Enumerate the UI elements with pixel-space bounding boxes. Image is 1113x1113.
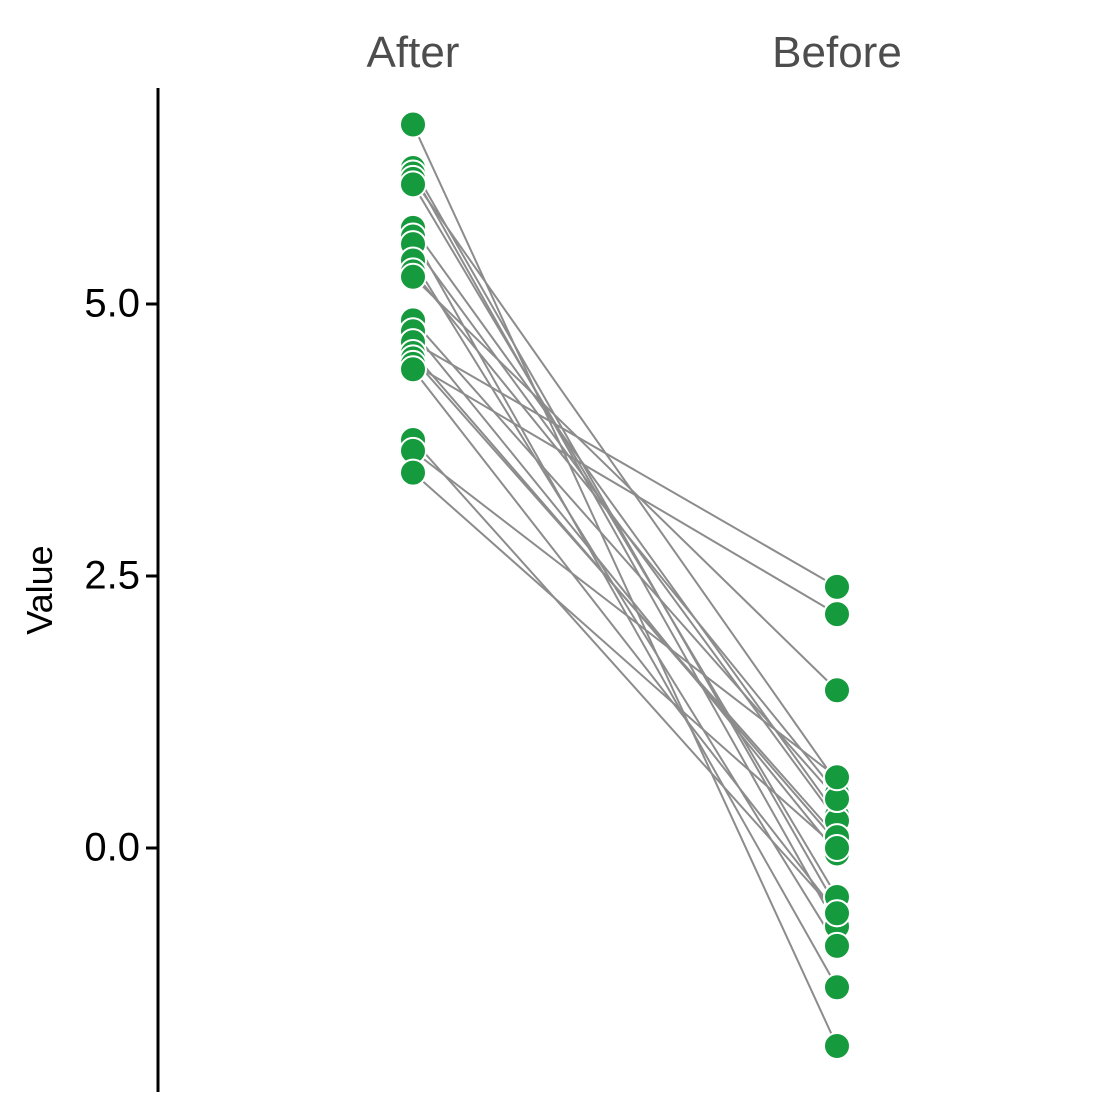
data-point-before — [823, 572, 851, 601]
pair-line — [412, 362, 838, 615]
pair-line — [412, 227, 838, 816]
pair-line — [412, 167, 838, 909]
y-tick-label: 2.5 — [84, 554, 140, 598]
data-point-after — [399, 355, 427, 384]
group-label-before: Before — [772, 28, 902, 77]
data-point-after — [399, 170, 427, 199]
data-point-before — [823, 763, 851, 792]
pair-line — [412, 357, 838, 838]
data-point-after — [399, 262, 427, 291]
pair-line — [412, 259, 838, 947]
data-point-after — [399, 458, 427, 487]
y-tick-label: 0.0 — [84, 826, 140, 870]
data-point-before — [823, 931, 851, 960]
y-tick-label: 5.0 — [84, 282, 140, 326]
data-points — [399, 110, 851, 1061]
y-axis-ticks: 0.0 2.5 5.0 — [84, 282, 158, 870]
data-point-before — [823, 600, 851, 629]
pair-line — [412, 341, 838, 588]
data-point-before — [823, 899, 851, 928]
pair-line — [412, 172, 838, 927]
data-point-before — [823, 676, 851, 705]
pair-lines — [412, 124, 838, 1047]
pair-line — [412, 450, 838, 779]
data-point-after — [399, 110, 427, 139]
data-point-before — [823, 834, 851, 862]
group-label-after: After — [367, 28, 460, 77]
pair-line — [412, 471, 838, 849]
pair-line — [412, 368, 838, 914]
data-point-before — [823, 973, 851, 1002]
pair-line — [412, 236, 838, 988]
pair-line — [412, 330, 838, 855]
pair-line — [412, 276, 838, 691]
pair-line — [412, 124, 838, 1047]
data-point-before — [823, 1032, 851, 1061]
pair-line — [412, 183, 838, 898]
pair-line — [412, 319, 838, 800]
pair-line — [412, 439, 838, 914]
pair-line — [412, 178, 838, 784]
y-axis-title: Value — [19, 545, 60, 634]
pair-line — [412, 270, 838, 795]
